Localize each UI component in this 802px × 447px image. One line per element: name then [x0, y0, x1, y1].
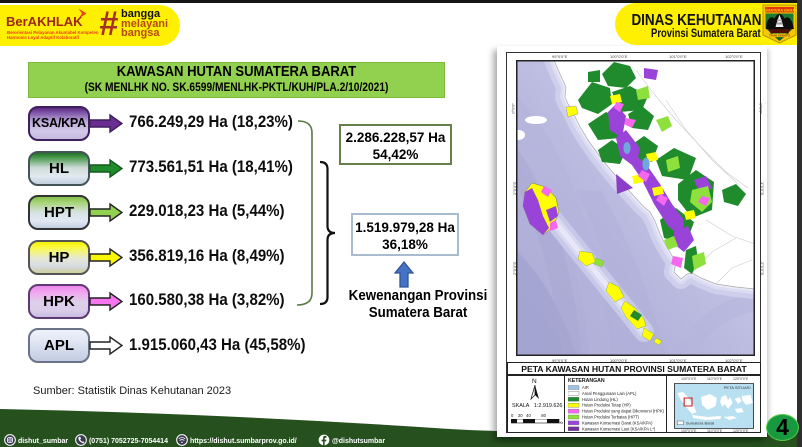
- svg-text:Hutan Produksi Tetap (HP): Hutan Produksi Tetap (HP): [582, 403, 631, 408]
- svg-text:Km: Km: [560, 420, 564, 425]
- svg-text:Sumatera Barat: Sumatera Barat: [686, 421, 715, 425]
- svg-text:Hutan Produksi yang dapat Diko: Hutan Produksi yang dapat Dikonversi (HP…: [582, 409, 665, 414]
- svg-text:Areal Penggunaan Lain (APL): Areal Penggunaan Lain (APL): [582, 391, 637, 396]
- svg-text:Kawasan Konservasi Darat (KSA/: Kawasan Konservasi Darat (KSA/KPA): [582, 420, 653, 425]
- svg-text:AIR: AIR: [582, 385, 589, 390]
- svg-text:TUAH SAKATO: TUAH SAKATO: [769, 33, 791, 37]
- svg-text:SUMATERA BARAT: SUMATERA BARAT: [762, 8, 797, 12]
- svg-text:PETA SITUASI: PETA SITUASI: [724, 386, 751, 390]
- svg-text:Hutan Lindung (HL): Hutan Lindung (HL): [582, 397, 618, 402]
- svg-text:Hutan Produksi Terbatas (HPT): Hutan Produksi Terbatas (HPT): [582, 415, 639, 420]
- svg-text:Kawasan Konservasi Laut (KSA/K: Kawasan Konservasi Laut (KSA/KPA L*): [582, 426, 656, 431]
